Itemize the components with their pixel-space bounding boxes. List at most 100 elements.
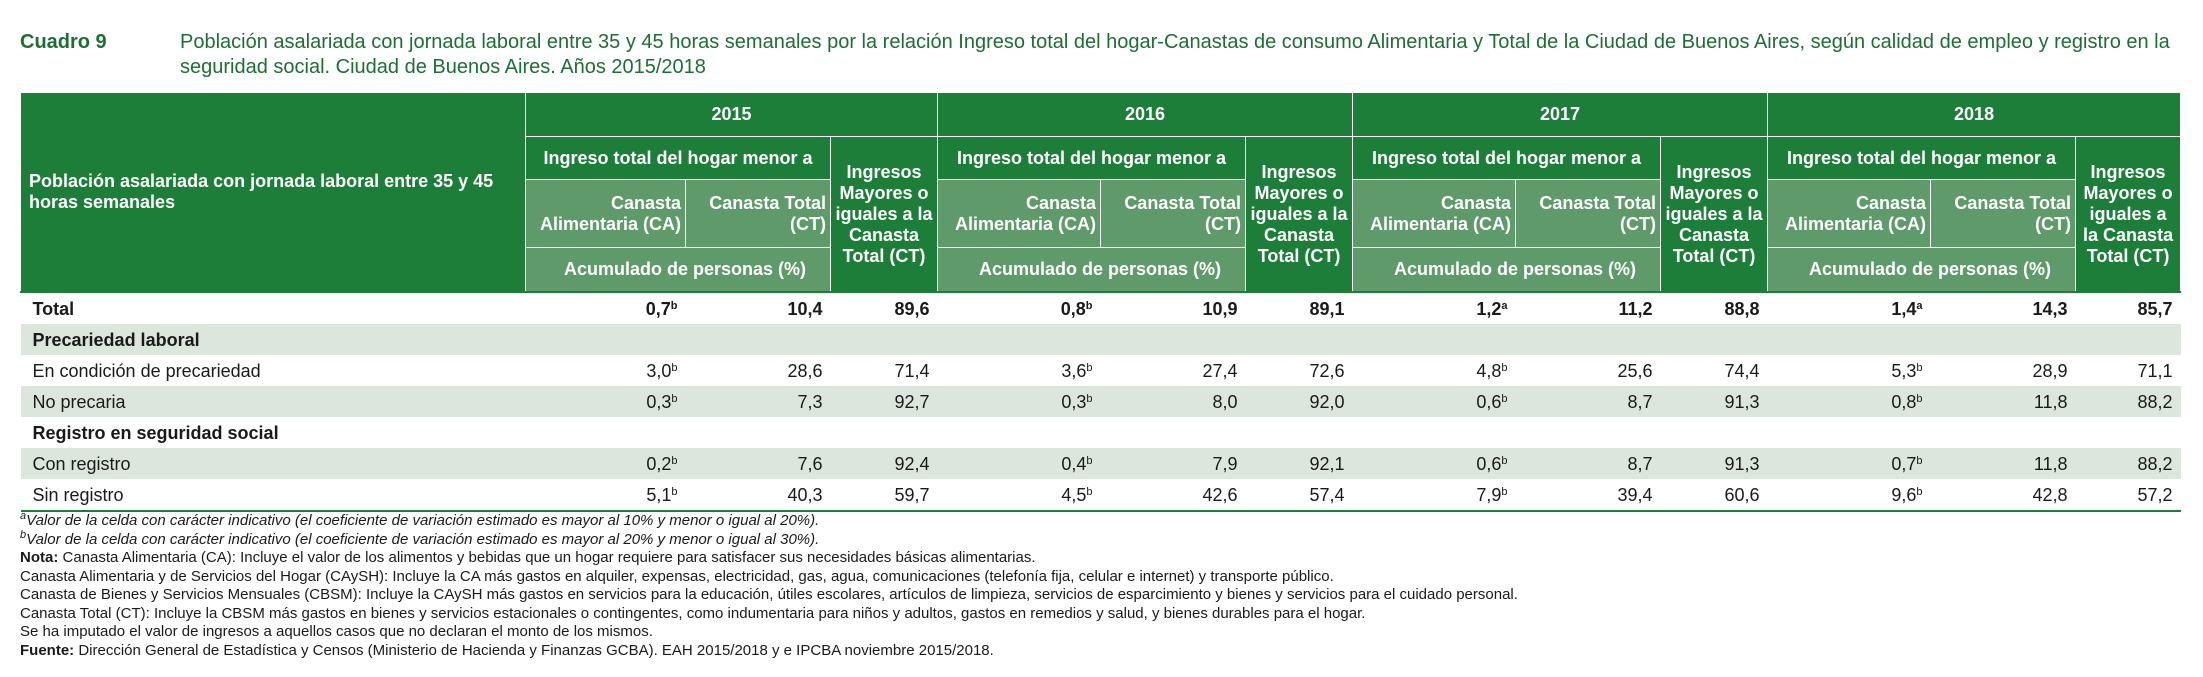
cell-2016-mayores: 57,4 xyxy=(1245,479,1353,512)
cell-2018-ca: 5,3b xyxy=(1891,360,1923,381)
cell-2018-ct: 14,3 xyxy=(1930,291,2076,324)
cell-2015-ct: 7,6 xyxy=(685,448,831,479)
ca-header: Canasta Alimentaria (CA) xyxy=(937,179,1102,248)
cell-2016-mayores: 72,6 xyxy=(1309,360,1345,381)
acumulado-header: Acumulado de personas (%) xyxy=(1767,247,2077,293)
cell-2015-ct: 40,3 xyxy=(685,479,831,512)
footnote-b: bValor de la celda con carácter indicati… xyxy=(20,528,820,548)
cell-2016-ct: 8,0 xyxy=(1100,386,1246,417)
cell-2015-mayores: 89,6 xyxy=(830,291,938,324)
ca-header: Canasta Alimentaria (CA) xyxy=(1767,179,1932,248)
ct-header: Canasta Total (CT) xyxy=(685,179,831,248)
year-header-2018: 2018 xyxy=(1767,92,2182,137)
cell-2015-mayores: 59,7 xyxy=(830,479,938,512)
ca-header: Canasta Alimentaria (CA) xyxy=(525,179,686,248)
row-label: Sin registro xyxy=(20,479,526,512)
cell-2015-ca: 0,7b xyxy=(525,291,686,324)
cell-2016-ca: 0,4b xyxy=(937,448,1101,479)
ingreso-menor-header: Ingreso total del hogar menor a xyxy=(525,136,831,180)
table-caption: Cuadro 9 Población asalariada con jornad… xyxy=(20,30,2180,80)
row-label: Total xyxy=(20,291,526,324)
cell-2016-ca: 0,3b xyxy=(937,386,1101,417)
cell-2018-ct: 11,8 xyxy=(1930,386,2076,417)
acumulado-header: Acumulado de personas (%) xyxy=(1352,247,1662,293)
cell-2015-ct: 10,4 xyxy=(685,291,831,324)
footnotes: aValor de la celda con carácter indicati… xyxy=(20,510,2180,660)
year-header-2016: 2016 xyxy=(937,92,1354,137)
ca-header: Canasta Alimentaria (CA) xyxy=(1352,179,1517,248)
ct-header: Canasta Total (CT) xyxy=(1515,179,1662,248)
footnote-a: aValor de la celda con carácter indicati… xyxy=(20,510,820,530)
cell-2018-mayores: 57,2 xyxy=(2075,479,2181,512)
cell-2017-mayores: 91,3 xyxy=(1660,386,1768,417)
cell-2017-ct: 11,2 xyxy=(1515,291,1661,324)
ingreso-menor-header: Ingreso total del hogar menor a xyxy=(937,136,1247,180)
row-label: Con registro xyxy=(20,448,526,479)
section-label: Precariedad laboral xyxy=(20,324,2181,355)
cell-2018-ca: 0,8b xyxy=(1767,386,1931,417)
section-row-precariedad: Precariedad laboral xyxy=(20,324,2181,355)
cell-2018-ct: 42,8 xyxy=(1930,479,2076,512)
ingreso-menor-header: Ingreso total del hogar menor a xyxy=(1767,136,2077,180)
table-row-con-registro: Con registro 0,2b 7,6 92,4 0,4b 7,9 92,1… xyxy=(20,448,2181,479)
section-label: Registro en seguridad social xyxy=(32,422,279,443)
cell-2017-ca: 0,6b xyxy=(1352,386,1516,417)
cell-2018-ca: 0,7b xyxy=(1767,448,1931,479)
table-row-precariedad: En condición de precariedad 3,0b 28,6 71… xyxy=(21,355,2181,386)
cell-2018-mayores: 85,7 xyxy=(2075,291,2181,324)
cell-2018-ct: 28,9 xyxy=(2032,360,2068,381)
cell-2017-mayores: 88,8 xyxy=(1660,291,1768,324)
cell-2015-ca: 0,3b xyxy=(525,386,686,417)
cell-2017-ca: 1,2a xyxy=(1352,291,1516,324)
acumulado-header: Acumulado de personas (%) xyxy=(937,247,1247,293)
cell-2016-ct: 10,9 xyxy=(1100,291,1246,324)
table-row-sin-registro: Sin registro 5,1b 40,3 59,7 4,5b 42,6 57… xyxy=(20,479,2181,512)
cell-2018-mayores: 88,2 xyxy=(2075,448,2181,479)
ct-header: Canasta Total (CT) xyxy=(1100,179,1247,248)
data-table: Población asalariada con jornada laboral… xyxy=(20,92,2182,512)
year-header-2015: 2015 xyxy=(524,92,939,137)
cell-2015-mayores: 71,4 xyxy=(894,360,930,381)
mayores-header: Ingresos Mayores o iguales a la Canasta … xyxy=(2075,136,2182,293)
mayores-header: Ingresos Mayores o iguales a la Canasta … xyxy=(829,136,939,293)
cell-2017-ct: 25,6 xyxy=(1617,360,1653,381)
table-number: Cuadro 9 xyxy=(20,31,107,53)
table-row-no-precaria: No precaria 0,3b 7,3 92,7 0,3b 8,0 92,0 … xyxy=(20,386,2181,417)
cell-2016-mayores: 92,1 xyxy=(1245,448,1353,479)
mayores-header: Ingresos Mayores o iguales a la Canasta … xyxy=(1245,136,1354,293)
cell-2018-ca: 1,4a xyxy=(1767,291,1931,324)
cell-2015-ca: 3,0b xyxy=(646,360,678,381)
cell-2017-ca: 4,8b xyxy=(1476,360,1508,381)
cell-2017-ca: 0,6b xyxy=(1352,448,1516,479)
cell-2018-ct: 11,8 xyxy=(1930,448,2076,479)
table-title: Población asalariada con jornada laboral… xyxy=(180,31,2170,78)
cell-2017-ct: 8,7 xyxy=(1515,448,1661,479)
cell-2016-ca: 0,8b xyxy=(937,291,1101,324)
note-imputado: Se ha imputado el valor de ingresos a aq… xyxy=(20,623,653,640)
source-note: Fuente: Dirección General de Estadística… xyxy=(20,641,994,659)
cell-2018-ca: 9,6b xyxy=(1767,479,1931,512)
cell-2017-ct: 8,7 xyxy=(1515,386,1661,417)
cell-2016-ct: 42,6 xyxy=(1100,479,1246,512)
section-row-registro: Registro en seguridad social xyxy=(21,417,2181,448)
cell-2017-mayores: 60,6 xyxy=(1660,479,1768,512)
acumulado-header: Acumulado de personas (%) xyxy=(525,247,831,293)
cell-2018-mayores: 88,2 xyxy=(2075,386,2181,417)
cell-2015-ca: 0,2b xyxy=(525,448,686,479)
cell-2016-ca: 4,5b xyxy=(937,479,1101,512)
cell-2015-mayores: 92,4 xyxy=(830,448,938,479)
cell-2016-ct: 27,4 xyxy=(1202,360,1238,381)
note-ct: Canasta Total (CT): Incluye la CBSM más … xyxy=(20,604,1366,622)
cell-2015-mayores: 92,7 xyxy=(830,386,938,417)
year-header-2017: 2017 xyxy=(1352,92,1769,137)
cell-2017-mayores: 74,4 xyxy=(1724,360,1760,381)
note-cbsm: Canasta de Bienes y Servicios Mensuales … xyxy=(20,586,1518,603)
cell-2016-mayores: 89,1 xyxy=(1245,291,1353,324)
row-label: En condición de precariedad xyxy=(32,360,261,381)
cell-2016-mayores: 92,0 xyxy=(1245,386,1353,417)
ct-header: Canasta Total (CT) xyxy=(1930,179,2077,248)
cell-2016-ct: 7,9 xyxy=(1100,448,1246,479)
note-ca: Nota: Canasta Alimentaria (CA): Incluye … xyxy=(20,549,1036,566)
cell-2017-ct: 39,4 xyxy=(1515,479,1661,512)
